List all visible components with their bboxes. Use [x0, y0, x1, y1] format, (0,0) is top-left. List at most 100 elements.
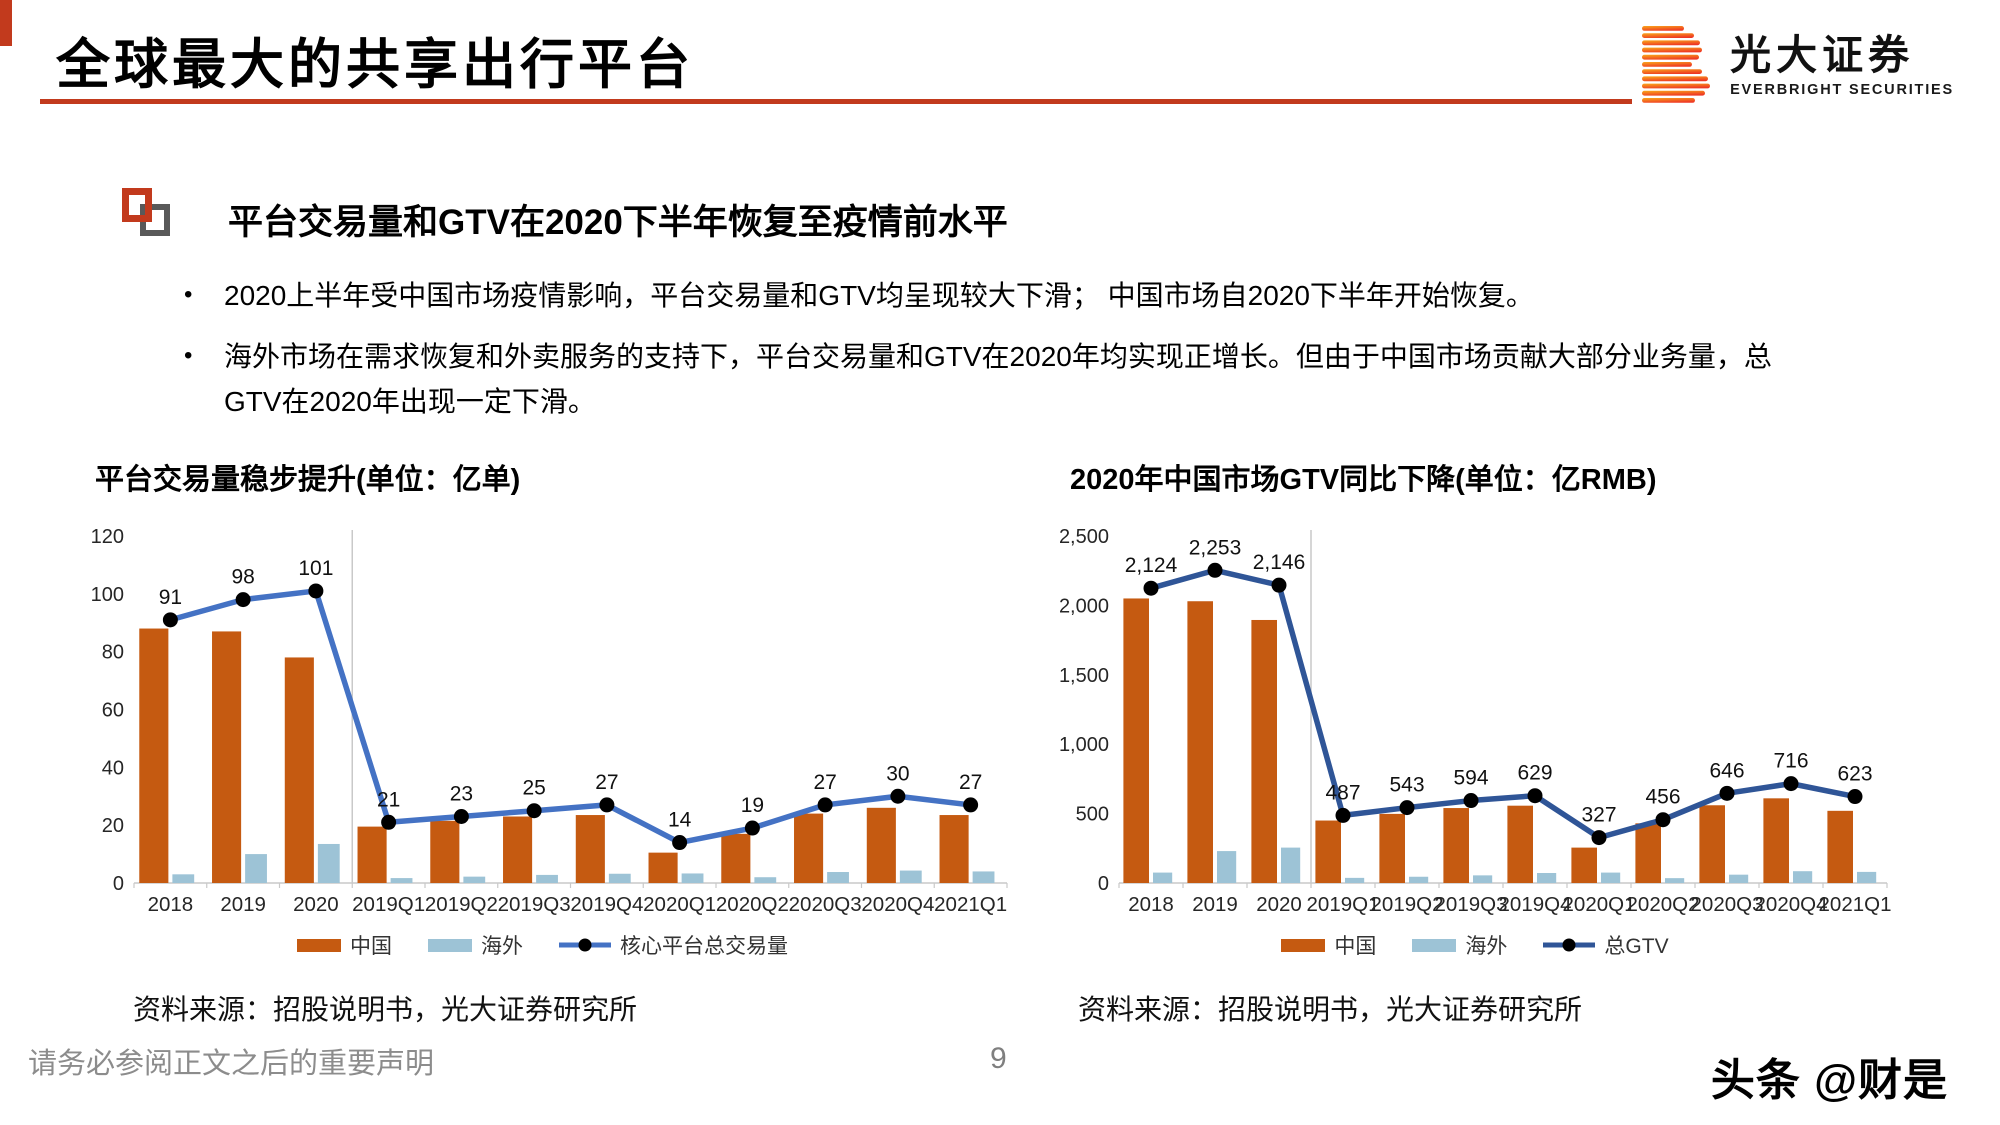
chart-source: 资料来源：招股说明书，光大证券研究所	[1078, 994, 1583, 1025]
svg-text:2,124: 2,124	[1125, 554, 1178, 577]
svg-text:100: 100	[91, 584, 124, 606]
legend-line-swatch	[1543, 938, 1596, 952]
company-logo: 光大证券 EVERBRIGHT SECURITIES	[1642, 26, 1954, 106]
svg-text:2019: 2019	[220, 893, 266, 916]
svg-text:2021Q1: 2021Q1	[1819, 893, 1892, 916]
overlapping-squares-icon	[122, 186, 182, 246]
legend-label: 海外	[1465, 935, 1508, 958]
svg-text:487: 487	[1325, 781, 1360, 804]
bar-series-1	[1153, 847, 1877, 883]
corner-accent-bar	[0, 0, 12, 46]
svg-text:2020Q4: 2020Q4	[1755, 893, 1828, 916]
svg-text:2020Q2: 2020Q2	[716, 893, 789, 916]
svg-text:91: 91	[159, 586, 182, 609]
orange-square	[122, 188, 152, 222]
section-header: 平台交易量和GTV在2020下半年恢复至疫情前水平	[122, 186, 1008, 246]
legend-label: 中国	[350, 935, 392, 958]
transactions-chart-canvas: 0 20 40 60 80 100 120 91 98 101 21 23 25 27 14 19 27 30 27…	[91, 526, 1008, 916]
legend-item: 中国	[1281, 930, 1376, 960]
line-series	[1148, 567, 1858, 841]
bar-series-0	[1123, 598, 1853, 883]
svg-text:2020Q3: 2020Q3	[789, 893, 862, 916]
svg-text:456: 456	[1645, 786, 1680, 809]
svg-text:2020: 2020	[1256, 893, 1302, 916]
svg-text:2019Q2: 2019Q2	[1371, 893, 1444, 916]
chart-legend: 中国 海外 总GTV	[1055, 930, 1895, 960]
svg-text:80: 80	[102, 642, 124, 664]
page-number: 9	[990, 1042, 1007, 1075]
svg-text:2,500: 2,500	[1059, 526, 1109, 548]
svg-text:60: 60	[102, 700, 124, 722]
svg-text:98: 98	[231, 566, 254, 589]
bullet-text: 海外市场在需求恢复和外卖服务的支持下，平台交易量和GTV在2020年均实现正增长…	[224, 340, 1772, 417]
svg-text:21: 21	[377, 788, 400, 811]
svg-text:2019: 2019	[1192, 893, 1238, 916]
svg-text:27: 27	[959, 771, 982, 794]
bullet-item: • 2020上半年受中国市场疫情影响，平台交易量和GTV均呈现较大下滑； 中国市…	[184, 274, 1814, 319]
legend-item: 总GTV	[1543, 930, 1669, 960]
svg-text:19: 19	[741, 794, 764, 817]
svg-text:1,500: 1,500	[1059, 665, 1109, 687]
svg-text:2020Q4: 2020Q4	[861, 893, 934, 916]
watermark: 头条 @财是	[1710, 1056, 1948, 1105]
legend-item: 核心平台总交易量	[559, 930, 788, 960]
legend-item: 海外	[428, 930, 523, 960]
svg-text:2020: 2020	[293, 893, 339, 916]
title-underline	[40, 99, 1632, 104]
chart-title: 平台交易量稳步提升(单位：亿单)	[95, 464, 521, 496]
chart-block-transactions: 平台交易量稳步提升(单位：亿单) 0 20 40 60 80 100 120 91 98 101 2…	[70, 456, 1015, 1028]
svg-text:327: 327	[1581, 804, 1616, 827]
svg-text:2,000: 2,000	[1059, 595, 1109, 617]
svg-text:2018: 2018	[148, 893, 194, 916]
footer-disclaimer: 请务必参阅正文之后的重要声明	[28, 1048, 435, 1080]
svg-text:2020Q3: 2020Q3	[1691, 893, 1764, 916]
chart-title: 2020年中国市场GTV同比下降(单位：亿RMB)	[1070, 464, 1657, 496]
svg-text:40: 40	[102, 757, 124, 779]
legend-label: 中国	[1334, 935, 1377, 958]
svg-text:0: 0	[113, 873, 124, 895]
logo-name-cn: 光大证券	[1730, 32, 1915, 79]
legend-label: 核心平台总交易量	[620, 935, 788, 958]
svg-text:500: 500	[1076, 804, 1109, 826]
svg-text:25: 25	[522, 777, 545, 800]
svg-text:2019Q1: 2019Q1	[352, 893, 425, 916]
legend-item: 中国	[297, 930, 392, 960]
page-title: 全球最大的共享出行平台	[56, 35, 694, 95]
svg-text:2,253: 2,253	[1189, 536, 1242, 559]
svg-text:27: 27	[813, 771, 836, 794]
legend-label: 总GTV	[1604, 935, 1669, 958]
svg-text:2018: 2018	[1128, 893, 1174, 916]
svg-text:646: 646	[1709, 759, 1744, 782]
svg-text:2019Q1: 2019Q1	[1307, 893, 1380, 916]
svg-text:2020Q2: 2020Q2	[1627, 893, 1700, 916]
svg-text:543: 543	[1389, 774, 1424, 797]
svg-text:23: 23	[450, 782, 473, 805]
logo-text: 光大证券 EVERBRIGHT SECURITIES	[1730, 32, 1954, 98]
bullet-list: • 2020上半年受中国市场疫情影响，平台交易量和GTV均呈现较大下滑； 中国市…	[184, 274, 1814, 440]
legend-bar-swatch	[297, 938, 341, 952]
chart-block-gtv: 2020年中国市场GTV同比下降(单位：亿RMB) 0 500 1,000 1,500…	[1055, 456, 1895, 1028]
section-heading: 平台交易量和GTV在2020下半年恢复至疫情前水平	[228, 203, 1008, 242]
legend-bar-swatch	[1281, 938, 1326, 952]
svg-text:14: 14	[668, 809, 692, 832]
legend-label: 海外	[481, 935, 523, 958]
svg-text:30: 30	[886, 762, 909, 785]
svg-text:2,146: 2,146	[1253, 551, 1306, 574]
svg-text:0: 0	[1098, 873, 1109, 895]
legend-item: 海外	[1412, 930, 1507, 960]
bullet-marker: •	[184, 341, 193, 369]
svg-text:716: 716	[1773, 750, 1808, 773]
svg-text:2019Q3: 2019Q3	[1435, 893, 1508, 916]
chart-source: 资料来源：招股说明书，光大证券研究所	[133, 994, 638, 1025]
legend-bar-swatch	[428, 938, 472, 952]
svg-text:2019Q4: 2019Q4	[570, 893, 643, 916]
bullet-text: 2020上半年受中国市场疫情影响，平台交易量和GTV均呈现较大下滑； 中国市场自…	[224, 280, 1534, 311]
svg-text:27: 27	[595, 771, 618, 794]
svg-text:594: 594	[1453, 767, 1488, 790]
legend-line-swatch	[559, 938, 611, 952]
bullet-marker: •	[184, 281, 193, 308]
everbright-b-logo-icon	[1642, 26, 1711, 103]
gtv-chart-canvas: 0 500 1,000 1,500 2,000 2,500 2,124 2,253 2,146 4…	[1059, 526, 1892, 916]
svg-text:20: 20	[102, 815, 124, 837]
